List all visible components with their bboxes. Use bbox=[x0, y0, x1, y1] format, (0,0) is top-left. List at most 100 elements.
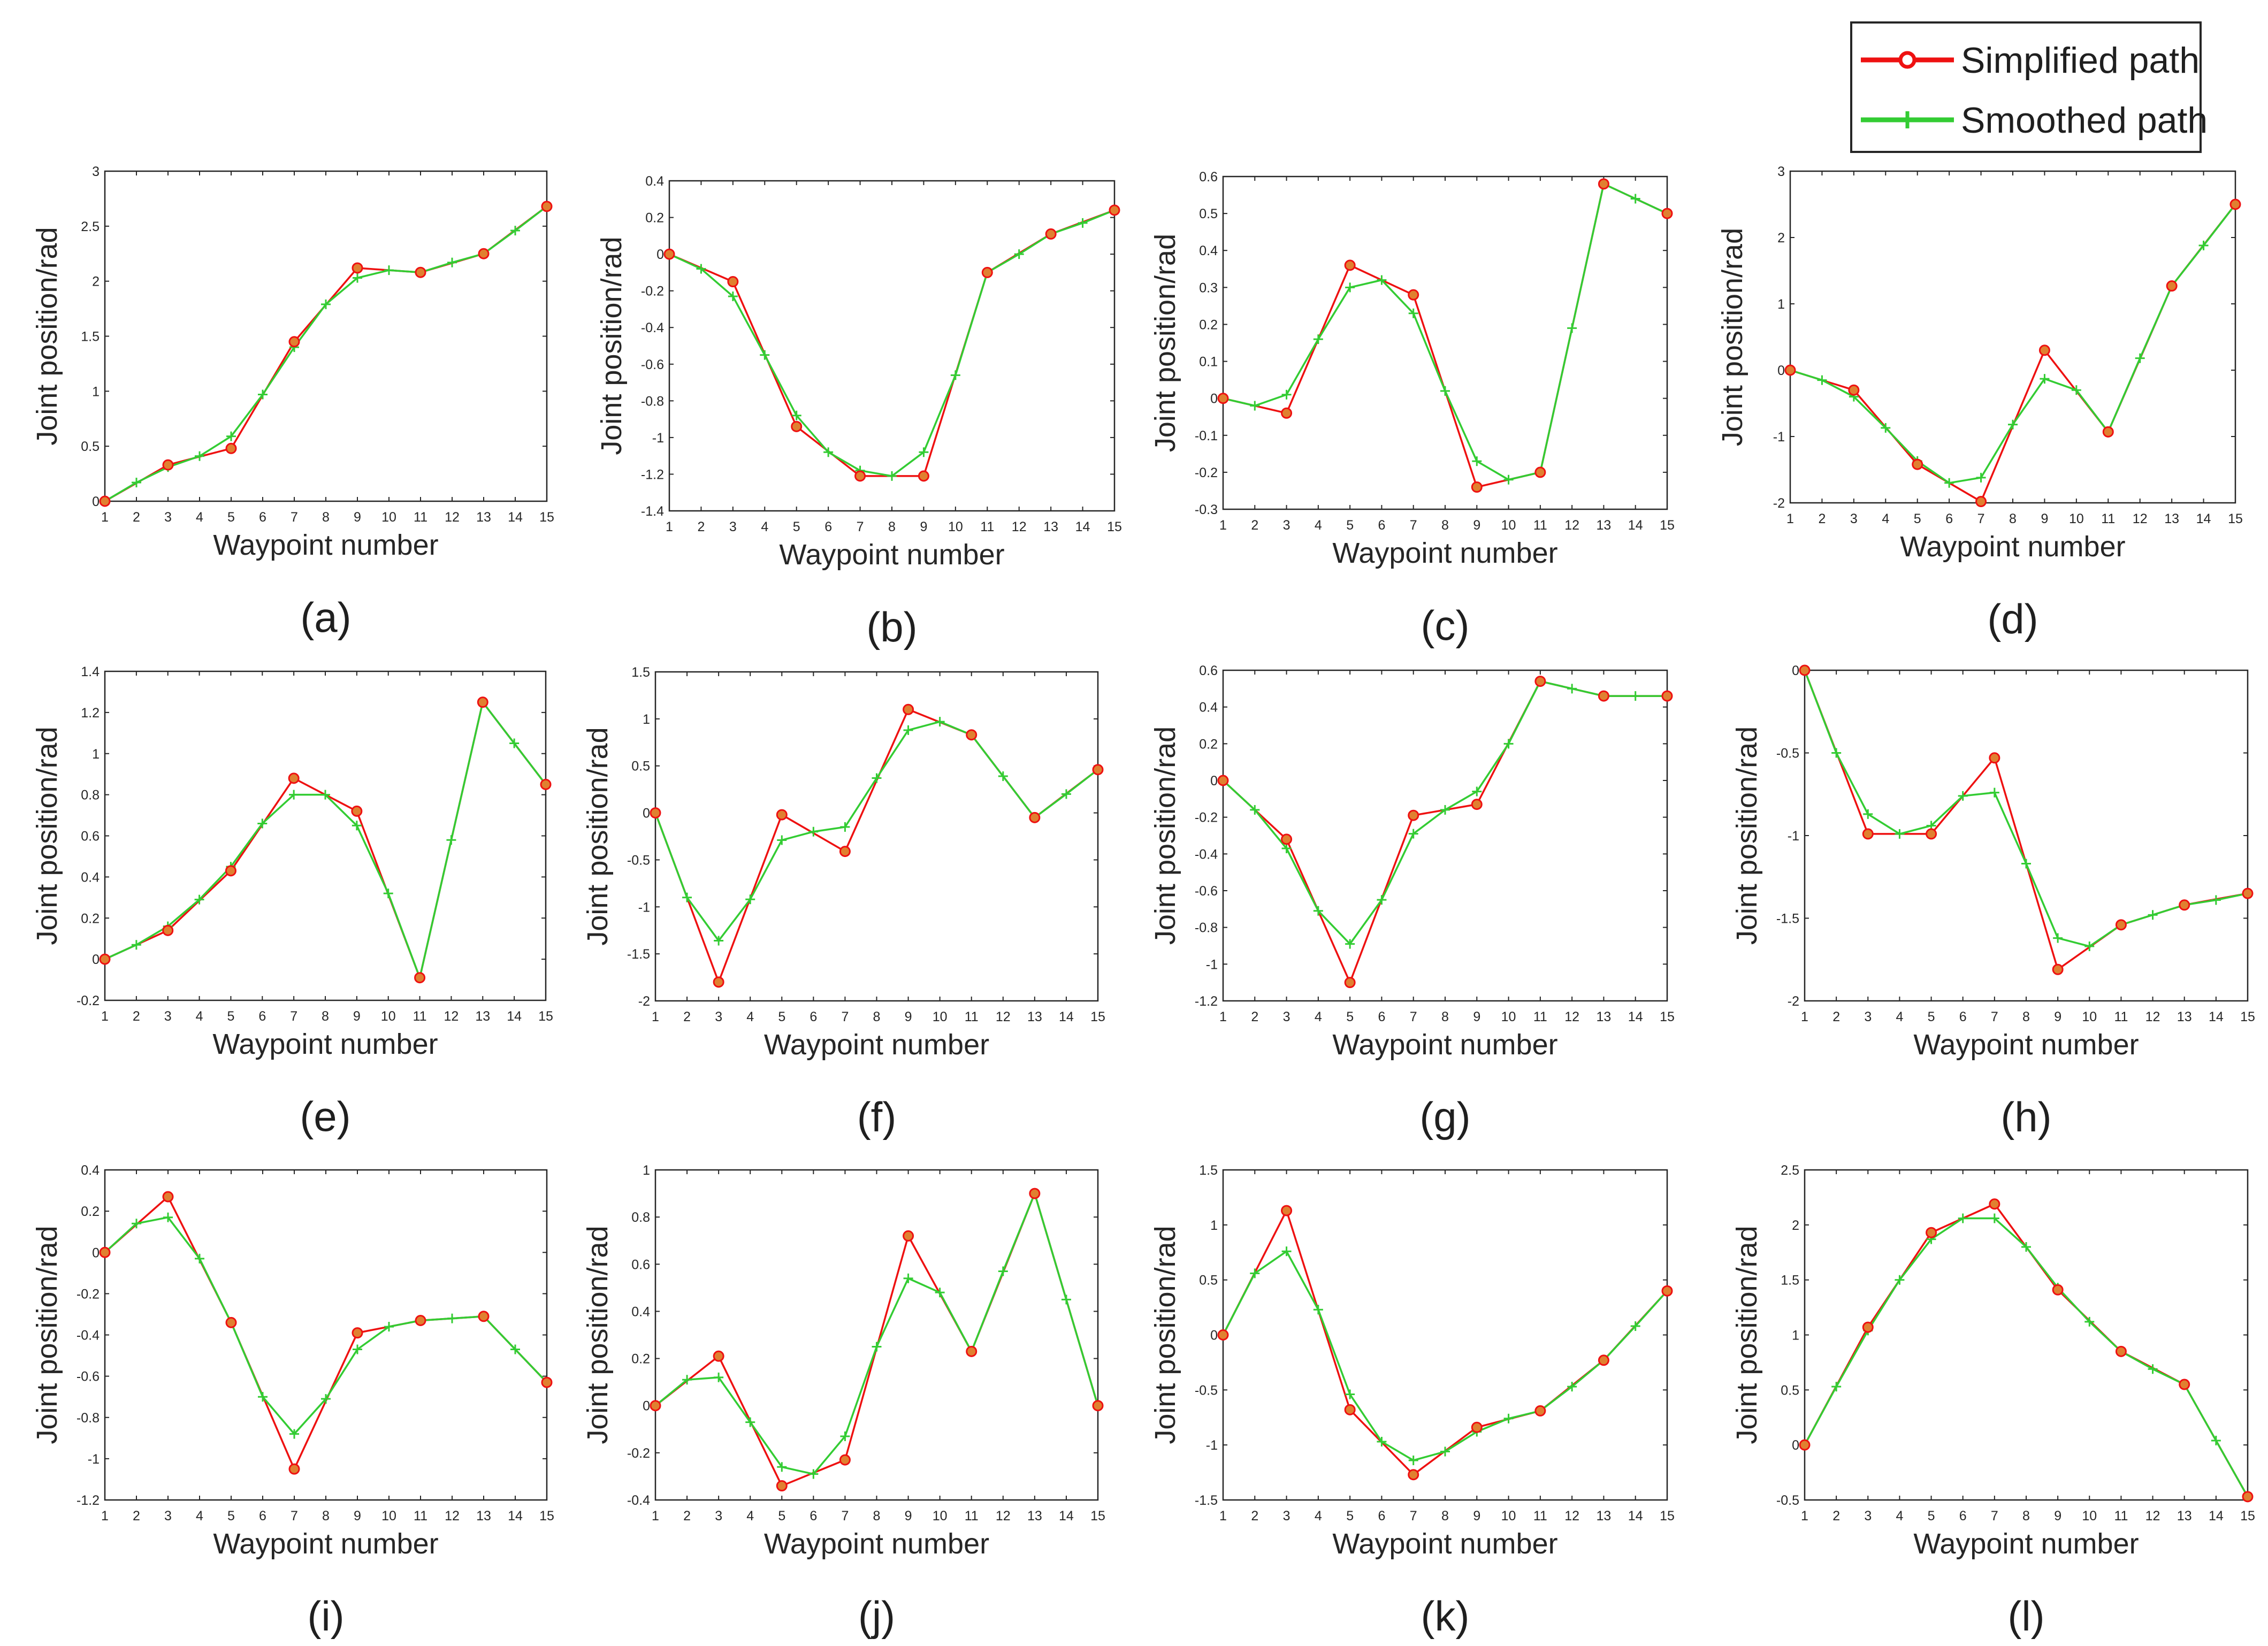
simplified-point bbox=[162, 924, 174, 936]
y-tick-label: 2.5 bbox=[1781, 1163, 1799, 1178]
x-tick-label: 4 bbox=[746, 1009, 754, 1024]
y-axis-title: Joint position/rad bbox=[582, 727, 614, 945]
y-tick-label: 0.5 bbox=[1199, 206, 1218, 221]
x-axis-title: Waypoint number bbox=[1332, 1528, 1557, 1560]
x-tick-label: 2 bbox=[697, 519, 705, 534]
smoothed-point bbox=[1078, 218, 1088, 228]
y-tick-label: 0.2 bbox=[1199, 317, 1218, 332]
x-tick-label: 2 bbox=[133, 510, 140, 525]
x-tick-label: 8 bbox=[873, 1509, 881, 1523]
x-tick-label: 8 bbox=[1441, 1009, 1449, 1024]
x-tick-label: 9 bbox=[2054, 1509, 2061, 1523]
smoothed-point bbox=[840, 1431, 850, 1442]
x-tick-label: 4 bbox=[196, 1509, 203, 1523]
x-tick-label: 4 bbox=[1896, 1009, 1903, 1024]
x-tick-label: 13 bbox=[476, 510, 491, 525]
y-tick-label: 0 bbox=[643, 1399, 650, 1414]
smoothed-point bbox=[1250, 401, 1260, 411]
y-tick-label: 0.3 bbox=[1199, 280, 1218, 295]
x-tick-label: 14 bbox=[2209, 1509, 2224, 1523]
smoothed-point bbox=[2084, 1316, 2095, 1327]
y-axis-title: Joint position/rad bbox=[1149, 1226, 1181, 1444]
simplified-point bbox=[415, 266, 426, 278]
smoothed-point bbox=[1567, 323, 1577, 333]
simplified-point bbox=[1217, 393, 1229, 404]
smoothed-point bbox=[1472, 786, 1482, 797]
x-tick-label: 7 bbox=[290, 1009, 297, 1024]
chart-panels: 1 2 3 4 5 6 7 8 9 10 11 12 13 14 1500.511.522.53Waypoi… bbox=[31, 164, 2255, 1640]
simplified-point bbox=[352, 262, 363, 274]
x-tick-label: 11 bbox=[414, 510, 427, 525]
simplified-point bbox=[1217, 1329, 1229, 1341]
smoothed-point bbox=[1313, 906, 1323, 916]
smoothed-point bbox=[2008, 419, 2018, 430]
x-tick-label: 2 bbox=[1818, 511, 1826, 526]
smoothed-point bbox=[903, 1273, 913, 1283]
simplified-point bbox=[1661, 1285, 1673, 1297]
x-tick-label: 7 bbox=[841, 1509, 849, 1523]
y-tick-label: -0.2 bbox=[627, 1446, 650, 1461]
y-tick-label: -0.5 bbox=[627, 853, 650, 868]
y-tick-label: 2 bbox=[1777, 231, 1785, 246]
simplified-point bbox=[1471, 1421, 1483, 1433]
x-tick-label: 11 bbox=[965, 1009, 979, 1024]
simplified-point bbox=[2052, 963, 2064, 975]
smoothed-point bbox=[777, 1462, 787, 1472]
x-tick-label: 11 bbox=[1533, 1509, 1547, 1523]
x-tick-label: 7 bbox=[857, 519, 864, 534]
legend-simplified-label: Simplified path bbox=[1961, 40, 2200, 81]
smoothed-point bbox=[163, 1212, 173, 1222]
x-tick-label: 11 bbox=[414, 1509, 427, 1523]
y-tick-label: 1.5 bbox=[81, 330, 100, 344]
y-axis-title: Joint position/rad bbox=[1716, 228, 1748, 446]
simplified-point bbox=[162, 1191, 174, 1203]
plot-area bbox=[1789, 170, 2236, 504]
simplified-point bbox=[2038, 344, 2050, 356]
simplified-point bbox=[1408, 1469, 1419, 1481]
smoothed-point bbox=[1630, 194, 1640, 204]
smoothed-point bbox=[1440, 1446, 1450, 1457]
smoothed-point bbox=[714, 936, 724, 946]
smoothed-point bbox=[872, 1342, 882, 1352]
simplified-point bbox=[1109, 204, 1120, 216]
y-tick-label: -0.2 bbox=[1195, 465, 1218, 480]
x-tick-label: 1 bbox=[1219, 1009, 1227, 1024]
x-tick-label: 14 bbox=[508, 510, 523, 525]
smoothed-point bbox=[510, 1344, 520, 1354]
y-tick-label: 0.1 bbox=[1199, 355, 1218, 370]
y-axis-title: Joint position/rad bbox=[1731, 726, 1763, 945]
y-tick-label: -1.4 bbox=[641, 504, 664, 519]
simplified-point bbox=[99, 1246, 111, 1258]
y-tick-label: 0.2 bbox=[645, 211, 664, 226]
smoothed-point bbox=[289, 1429, 299, 1439]
y-tick-label: 0.4 bbox=[81, 870, 100, 885]
plot-area bbox=[1804, 1169, 2249, 1501]
x-tick-label: 9 bbox=[353, 1009, 361, 1024]
panel-label: (f) bbox=[857, 1093, 897, 1140]
y-tick-label: -1 bbox=[88, 1452, 100, 1467]
y-tick-label: 1 bbox=[1792, 1328, 1799, 1343]
smoothed-point bbox=[1281, 1246, 1292, 1257]
plot-area bbox=[668, 180, 1116, 512]
y-tick-label: 0.6 bbox=[1199, 663, 1218, 678]
x-tick-label: 12 bbox=[2133, 511, 2148, 526]
x-tick-label: 9 bbox=[920, 519, 927, 534]
x-tick-label: 5 bbox=[227, 1509, 235, 1523]
smoothed-point bbox=[320, 790, 330, 800]
x-tick-label: 7 bbox=[1410, 518, 1417, 533]
x-tick-label: 12 bbox=[2145, 1509, 2160, 1523]
x-axis-title: Waypoint number bbox=[779, 539, 1004, 571]
y-tick-label: 1 bbox=[643, 712, 650, 727]
y-tick-label: 0.4 bbox=[1199, 243, 1218, 258]
y-tick-label: 0 bbox=[1792, 663, 1799, 678]
plot-area bbox=[104, 1169, 548, 1501]
simplified-point bbox=[713, 1350, 724, 1362]
y-tick-label: 0.5 bbox=[1781, 1383, 1799, 1398]
x-tick-label: 6 bbox=[1378, 518, 1385, 533]
x-tick-label: 13 bbox=[2164, 511, 2179, 526]
y-tick-label: 0.4 bbox=[81, 1163, 100, 1178]
smoothed-point bbox=[132, 478, 141, 488]
y-axis-title: Joint position/rad bbox=[1149, 234, 1181, 452]
x-tick-label: 3 bbox=[164, 1509, 172, 1523]
